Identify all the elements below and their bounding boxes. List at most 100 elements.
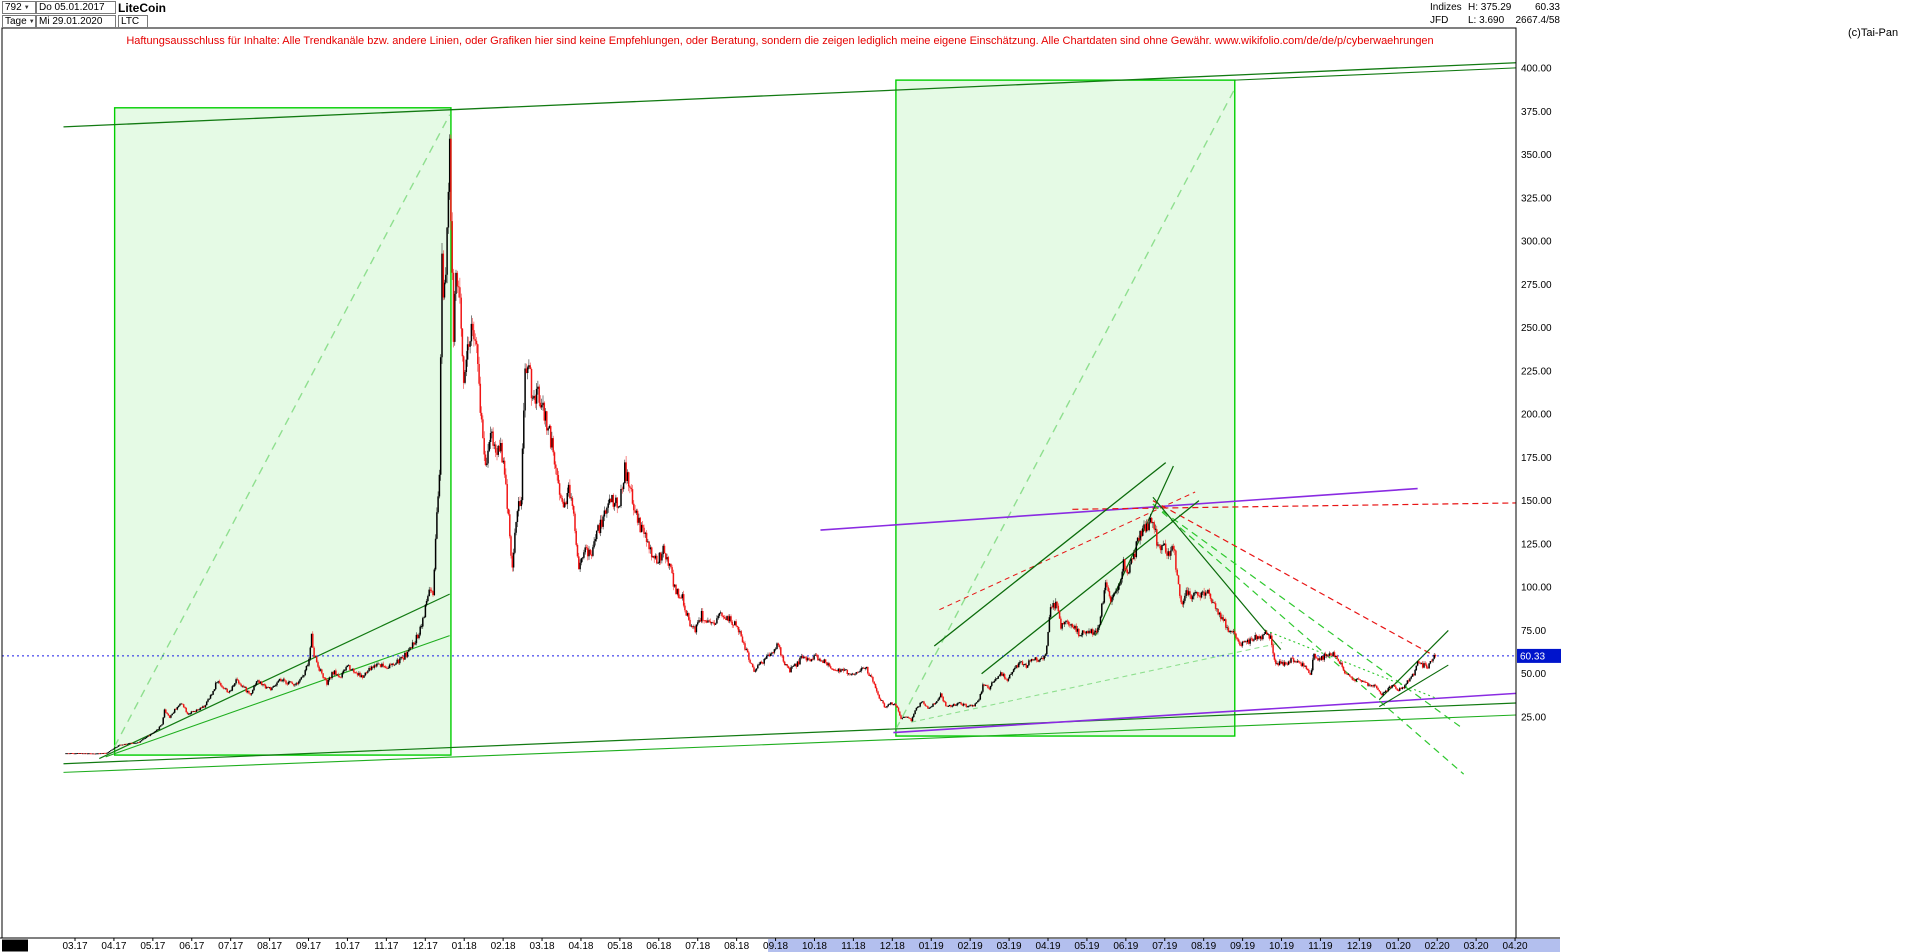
long-resistance-line — [63, 62, 1516, 128]
x-axis-label: 03.18 — [530, 941, 555, 952]
falling-line-post-peak — [1152, 496, 1282, 650]
x-axis-label: 01.19 — [919, 941, 944, 952]
y-axis-label: 275.00 — [1521, 280, 1552, 291]
green-downtrend-dotted — [1265, 629, 1436, 699]
y-axis-label: 175.00 — [1521, 453, 1552, 464]
x-axis-label: 02.19 — [958, 941, 983, 952]
x-axis-label: 07.18 — [685, 941, 710, 952]
down-candle-bodies — [67, 138, 1437, 755]
chevron-down-icon: ▼ — [28, 19, 35, 25]
y-axis-label: 225.00 — [1521, 366, 1552, 377]
y-axis-label: 100.00 — [1521, 583, 1552, 594]
end-date-field[interactable]: Mi 29.01.2020 — [36, 15, 116, 28]
x-axis-label: 05.19 — [1074, 941, 1099, 952]
x-axis-label: 04.18 — [568, 941, 593, 952]
long-support-line-b — [63, 714, 1516, 773]
red-downtrend-dashed — [1152, 500, 1436, 657]
x-axis-label: 04.17 — [101, 941, 126, 952]
trend-channel-box-2017 — [113, 107, 452, 756]
axis-corner-box — [2, 939, 28, 952]
instrument-title: LiteCoin — [118, 1, 166, 15]
y-axis-label: 350.00 — [1521, 150, 1552, 161]
period-low: L: 3.690 — [1468, 15, 1505, 26]
last-price-readout: 60.33 — [1534, 2, 1560, 13]
trend-channel-box-2019 — [895, 79, 1236, 737]
x-axis-label: 12.18 — [880, 941, 905, 952]
period-high: H: 375.29 — [1468, 2, 1512, 13]
x-axis-label: 11.18 — [841, 941, 866, 952]
x-axis-label: 12.19 — [1347, 941, 1372, 952]
x-axis-label: 02.18 — [491, 941, 516, 952]
trendline-overlays — [2, 62, 1516, 775]
upper-resistance-line-2 — [1234, 67, 1516, 81]
start-date-field[interactable]: Do 05.01.2017 — [36, 1, 116, 14]
green-downtrend-dashed-a — [1152, 503, 1465, 775]
x-axis-label: 01.18 — [452, 941, 477, 952]
rising-channel-2019-b — [981, 500, 1200, 675]
channel-diagonal-2019 — [895, 88, 1236, 730]
last-price-tag — [1517, 648, 1561, 663]
plot-frame — [1, 27, 1517, 939]
x-axis-label: 03.17 — [62, 941, 87, 952]
x-axis-label: 07.19 — [1152, 941, 1177, 952]
x-axis-label: 08.18 — [724, 941, 749, 952]
purple-support-line — [893, 692, 1516, 734]
y-axis-label: 325.00 — [1521, 193, 1552, 204]
x-axis-label: 11.19 — [1308, 941, 1333, 952]
x-axis-label: 08.17 — [257, 941, 282, 952]
x-axis-label: 11.17 — [374, 941, 399, 952]
start-date-value: Do 05.01.2017 — [39, 2, 105, 13]
symbol-field[interactable]: LTC — [118, 15, 148, 28]
copyright-label: (c)Tai-Pan — [1848, 27, 1899, 39]
x-axis-label: 04.19 — [1035, 941, 1060, 952]
axes: 400.00 375.00 350.00 325.00 300.00 275.00 250.… — [62, 64, 1561, 952]
x-axis-label: 09.19 — [1230, 941, 1255, 952]
support-2017-a — [99, 593, 450, 760]
period-dropdown[interactable]: Tage ▼ — [2, 15, 36, 28]
y-axis-label: 375.00 — [1521, 107, 1552, 118]
x-axis-label: 04.20 — [1503, 941, 1528, 952]
volume-readout: 2667.4/58 — [1515, 15, 1561, 26]
y-axis-label: 75.00 — [1521, 626, 1546, 637]
y-axis-label: 125.00 — [1521, 539, 1552, 550]
recent-support-a — [1378, 630, 1449, 701]
x-axis-label: 08.19 — [1191, 941, 1216, 952]
green-downtrend-dashed-b — [1152, 503, 1465, 730]
candlestick-series — [65, 134, 1437, 755]
symbol-value: LTC — [121, 16, 140, 27]
x-axis-highlight — [768, 939, 1560, 952]
green-uptrend-dashed-2019 — [911, 642, 1283, 723]
y-axis-label: 250.00 — [1521, 323, 1552, 334]
last-price-tag-value: 60.33 — [1520, 651, 1545, 662]
x-axis-label: 03.19 — [997, 941, 1022, 952]
y-axis-label: 200.00 — [1521, 410, 1552, 421]
chevron-down-icon: ▼ — [23, 5, 30, 11]
period-value: Tage — [5, 16, 27, 27]
x-axis-label: 05.18 — [607, 941, 632, 952]
x-axis-label: 12.17 — [413, 941, 438, 952]
y-axis-label: 400.00 — [1521, 64, 1552, 75]
recent-support-b — [1378, 664, 1449, 708]
channel-diagonal-2017 — [114, 114, 451, 747]
rising-channel-2019-a — [933, 462, 1167, 647]
x-axis-label: 06.19 — [1113, 941, 1138, 952]
x-axis-label: 10.18 — [802, 941, 827, 952]
y-axis-label: 300.00 — [1521, 237, 1552, 248]
red-resistance-dashed — [1072, 502, 1516, 510]
x-axis-label: 10.17 — [335, 941, 360, 952]
disclaimer-text: Haftungsausschluss für Inhalte: Alle Tre… — [126, 35, 1434, 47]
up-candle-bodies — [65, 138, 1435, 755]
end-date-value: Mi 29.01.2020 — [39, 16, 103, 27]
feed-label-1: Indizes — [1430, 2, 1462, 13]
x-axis-label: 10.19 — [1269, 941, 1294, 952]
rising-inner-2019 — [1094, 465, 1174, 636]
bars-count-dropdown[interactable]: 792 ▼ — [2, 1, 36, 14]
bars-count-value: 792 — [5, 2, 22, 13]
x-axis-label: 05.17 — [140, 941, 165, 952]
x-axis-label: 06.17 — [179, 941, 204, 952]
x-axis-label: 07.17 — [218, 941, 243, 952]
x-axis-label: 09.17 — [296, 941, 321, 952]
x-axis-label: 02.20 — [1425, 941, 1450, 952]
y-axis-label: 150.00 — [1521, 496, 1552, 507]
